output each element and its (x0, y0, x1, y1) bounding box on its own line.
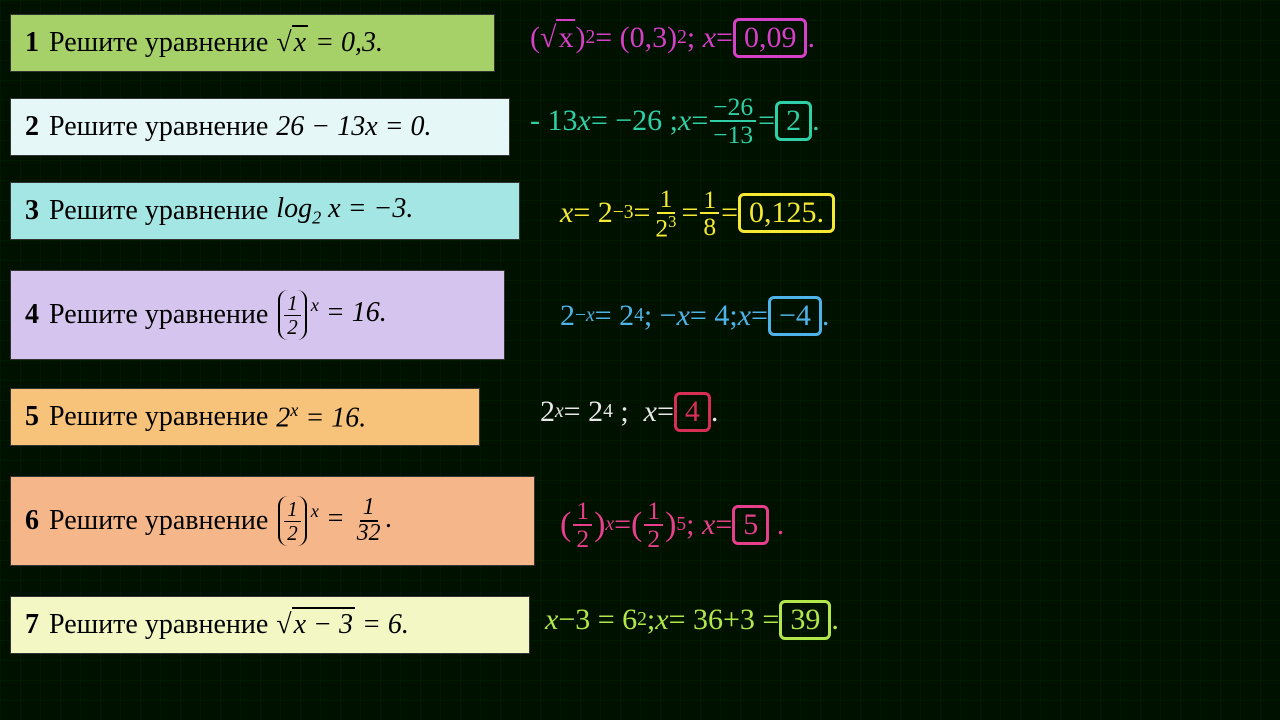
problem-card-1: 1 Решите уравнениеx = 0,3. (10, 14, 495, 72)
problem-equation: 12x = 132. (276, 496, 392, 546)
solution-4: 2−x = 24 ; −x = 4; x = −4 . (560, 296, 829, 336)
problem-text: Решите уравнение (49, 505, 268, 537)
problem-text: Решите уравнение (49, 195, 268, 227)
solution-5: 2x = 24 ; x = 4 . (540, 392, 718, 432)
problem-card-7: 7 Решите уравнениеx − 3 = 6. (10, 596, 530, 654)
problem-equation: 12x = 16. (276, 290, 386, 339)
problem-equation: x = 0,3. (276, 27, 383, 59)
problem-number: 7 (25, 609, 39, 641)
problem-card-4: 4 Решите уравнение12x = 16. (10, 270, 505, 360)
problem-equation: 26 − 13x = 0. (276, 111, 431, 143)
problem-number: 2 (25, 111, 39, 143)
problem-text: Решите уравнение (49, 401, 268, 433)
problem-text: Решите уравнение (49, 27, 268, 59)
solution-7: x−3 = 62 ; x = 36+3 = 39 . (545, 600, 839, 640)
problem-text: Решите уравнение (49, 609, 268, 641)
problem-card-3: 3 Решите уравнениеlog2 x = −3. (10, 182, 520, 240)
solution-2: - 13x = −26 ; x = −26−13 = 2 . (530, 94, 820, 147)
problem-number: 5 (25, 401, 39, 433)
problem-card-5: 5 Решите уравнение2x = 16. (10, 388, 480, 446)
problem-number: 6 (25, 505, 39, 537)
problem-text: Решите уравнение (49, 111, 268, 143)
solution-3: x = 2−3 = 123 = 18 = 0,125. (560, 186, 835, 241)
problem-text: Решите уравнение (49, 299, 268, 331)
problem-number: 3 (25, 195, 39, 227)
problem-number: 1 (25, 27, 39, 59)
solution-6: (12)x = (12)5; x = 5 . (560, 498, 784, 551)
problem-card-6: 6 Решите уравнение12x = 132. (10, 476, 535, 566)
problem-equation: log2 x = −3. (276, 193, 413, 229)
problem-equation: x − 3 = 6. (276, 609, 409, 641)
problem-card-2: 2 Решите уравнение26 − 13x = 0. (10, 98, 510, 156)
problem-number: 4 (25, 299, 39, 331)
problem-equation: 2x = 16. (276, 400, 366, 434)
solution-1: (x)2 = (0,3)2 ; x = 0,09 . (530, 18, 815, 58)
